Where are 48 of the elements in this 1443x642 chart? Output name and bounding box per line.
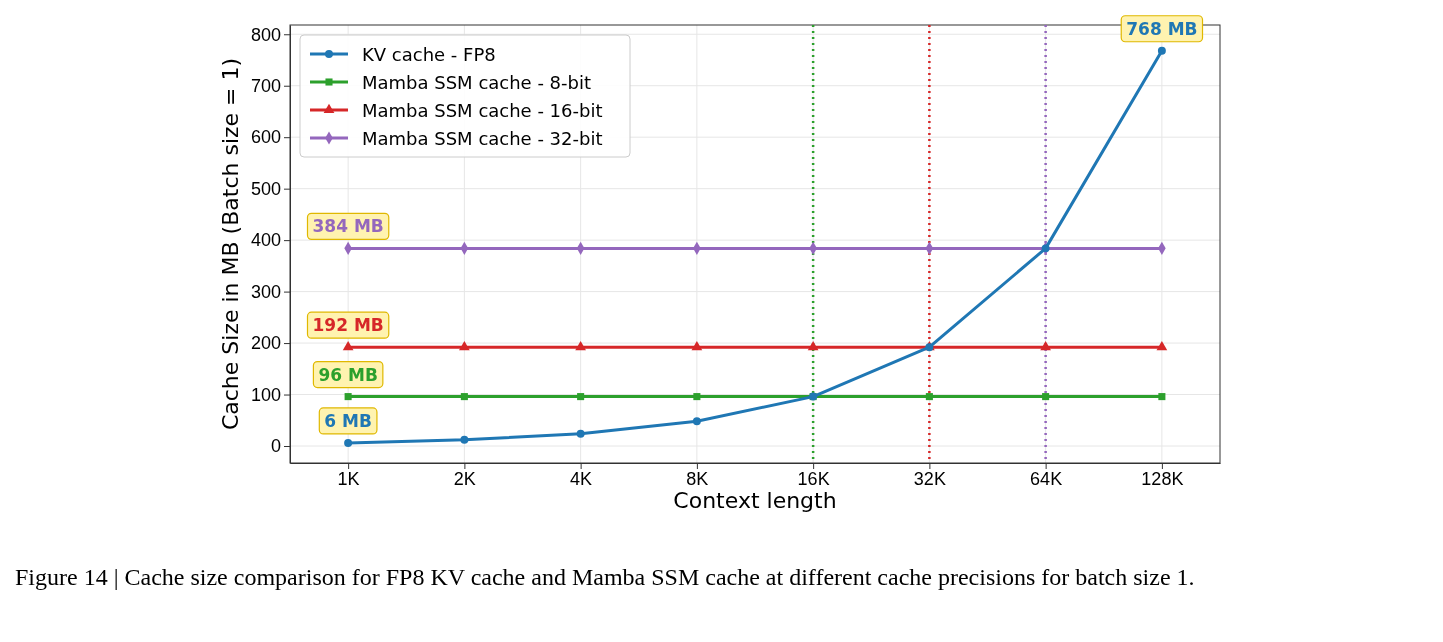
y-axis-title: Cache Size in MB (Batch size = 1) <box>218 57 243 431</box>
x-axis-title: Context length <box>673 488 837 513</box>
point <box>1040 340 1051 351</box>
annotation: 192 MB <box>312 315 384 336</box>
x-tick-label: 16K <box>797 468 830 489</box>
point <box>693 393 701 401</box>
point <box>576 429 585 438</box>
point <box>459 340 470 351</box>
x-tick-label: 2K <box>453 468 476 489</box>
legend-label: Mamba SSM cache - 8-bit <box>362 71 592 93</box>
x-tick-label: 32K <box>913 468 946 489</box>
point <box>344 393 352 401</box>
y-tick-label: 600 <box>250 127 281 148</box>
legend-label: Mamba SSM cache - 16-bit <box>362 99 603 121</box>
point <box>1158 393 1166 401</box>
point <box>1156 340 1168 351</box>
y-tick-label: 200 <box>250 333 281 354</box>
y-tick-label: 500 <box>250 178 281 199</box>
point <box>344 438 353 447</box>
y-tick-label: 100 <box>250 384 281 405</box>
y-tick-label: 800 <box>250 24 281 45</box>
y-tick-label: 0 <box>270 436 281 457</box>
caption: Figure 14 | Cache size comparison for FP8 KV cache and Mamba SSM cache at different cache precisions for batch size 1. <box>15 564 1195 590</box>
point <box>1042 393 1050 401</box>
y-tick-label: 400 <box>250 230 281 251</box>
point <box>575 340 586 351</box>
point <box>577 393 585 401</box>
point <box>692 417 701 426</box>
x-tick-label: 4K <box>570 468 593 489</box>
point <box>342 340 354 351</box>
point <box>460 393 468 401</box>
point <box>1157 46 1166 55</box>
point <box>807 340 819 351</box>
y-tick-label: 300 <box>250 281 281 302</box>
legend-label: Mamba SSM cache - 32-bit <box>362 127 603 149</box>
annotation: 768 MB <box>1126 18 1198 39</box>
point <box>460 435 469 444</box>
x-tick-label: 8K <box>686 468 709 489</box>
annotation: 384 MB <box>312 216 384 237</box>
x-tick-label: 128K <box>1141 468 1184 489</box>
annotation: 6 MB <box>324 410 372 431</box>
y-tick-label: 700 <box>250 75 281 96</box>
legend-label: KV cache - FP8 <box>362 43 496 65</box>
x-tick-label: 1K <box>337 468 360 489</box>
point <box>925 393 933 401</box>
point <box>691 340 703 351</box>
x-tick-label: 64K <box>1030 468 1063 489</box>
annotation: 96 MB <box>318 364 378 385</box>
